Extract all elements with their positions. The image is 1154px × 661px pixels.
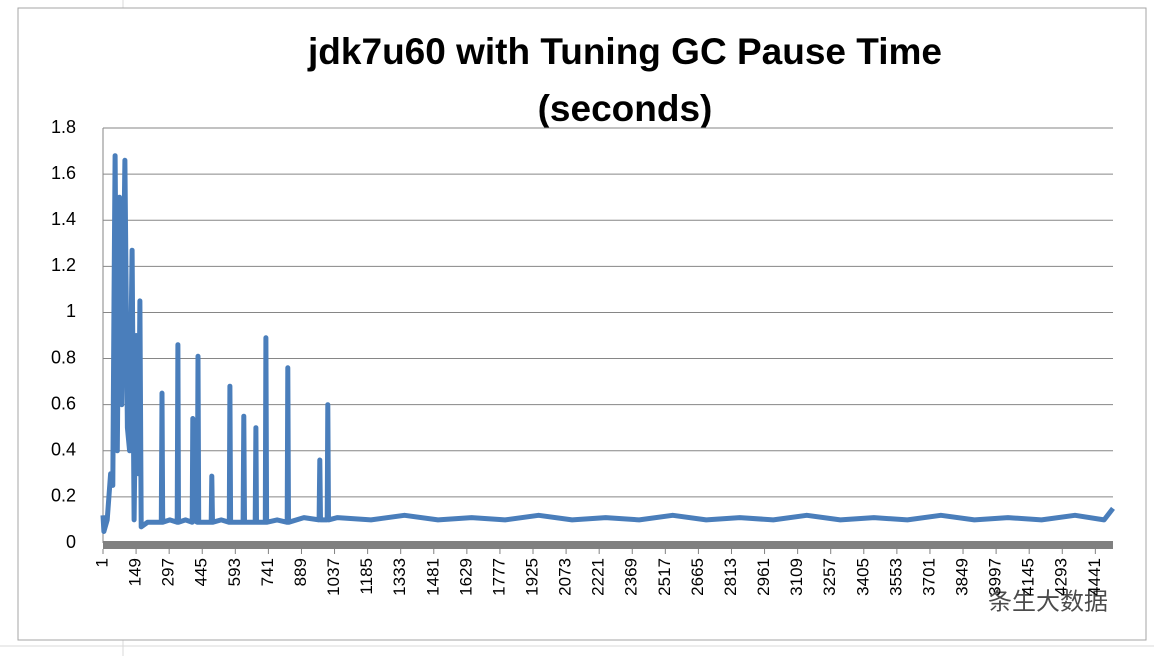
x-tick-label: 2961 [754,558,773,596]
x-tick-label: 4145 [1019,558,1038,596]
x-tick-label: 3997 [986,558,1005,596]
y-tick-label: 1.6 [51,163,76,183]
x-tick-label: 741 [258,558,277,586]
x-tick-label: 3109 [787,558,806,596]
x-tick-label: 2517 [655,558,674,596]
y-tick-label: 0.8 [51,347,76,367]
x-tick-label: 2221 [589,558,608,596]
y-tick-label: 1.2 [51,255,76,275]
y-tick-label: 0.6 [51,393,76,413]
x-tick-label: 2369 [622,558,641,596]
x-tick-label: 1925 [522,558,541,596]
x-tick-label: 2813 [721,558,740,596]
x-tick-label: 1333 [390,558,409,596]
x-tick-label: 889 [291,558,310,586]
y-tick-label: 0.2 [51,486,76,506]
y-tick-label: 1.8 [51,117,76,137]
x-tick-label: 1629 [456,558,475,596]
x-tick-label: 3849 [953,558,972,596]
chart-title: (seconds) [538,88,713,129]
x-tick-label: 4293 [1052,558,1071,596]
x-tick-label: 4441 [1085,558,1104,596]
x-axis-band [103,541,1113,549]
x-tick-label: 1185 [357,558,376,595]
y-tick-label: 0.4 [51,440,76,460]
watermark: 条生大数据 [988,588,1108,615]
x-tick-label: 149 [126,558,145,586]
y-tick-label: 0 [66,532,76,552]
x-tick-label: 2665 [688,558,707,596]
x-tick-label: 445 [192,558,211,586]
y-tick-label: 1.4 [51,209,76,229]
x-tick-label: 3701 [919,558,938,596]
x-tick-label: 3257 [820,558,839,596]
data-line [100,153,1115,534]
x-tick-label: 1 [92,558,111,567]
x-tick-label: 1481 [423,558,442,596]
x-tick-label: 3405 [853,558,872,596]
chart-frame [17,7,1147,641]
x-tick-label: 1777 [489,558,508,596]
x-tick-label: 2073 [556,558,575,596]
x-tick-label: 593 [225,558,244,586]
x-tick-label: 1037 [324,558,343,596]
x-tick-label: 3553 [886,558,905,596]
x-tick-label: 297 [159,558,178,586]
chart-title: jdk7u60 with Tuning GC Pause Time [307,31,942,72]
y-tick-label: 1 [66,301,76,321]
